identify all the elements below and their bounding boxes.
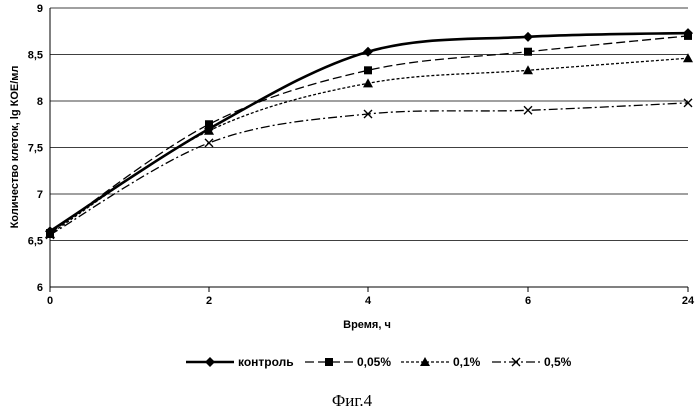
y-axis-title: Количество клеток, lg КОЕ/мл: [9, 66, 21, 229]
legend-label: контроль: [238, 355, 294, 369]
y-tick-label: 6,5: [28, 236, 43, 248]
x-tick-label: 0: [47, 295, 53, 307]
x-axis-title: Время, ч: [343, 319, 391, 331]
legend-label: 0,05%: [357, 355, 391, 369]
y-tick-label: 8,5: [28, 50, 43, 62]
data-point: [684, 32, 692, 40]
legend-label: 0,5%: [544, 355, 572, 369]
x-tick-label: 24: [682, 295, 695, 307]
y-tick-label: 8: [37, 96, 43, 108]
x-tick-label: 4: [365, 295, 372, 307]
data-point: [524, 48, 532, 56]
y-tick-label: 7: [37, 189, 43, 201]
y-tick-label: 9: [37, 3, 43, 15]
y-tick-label: 6: [37, 282, 43, 294]
data-point: [364, 66, 372, 74]
legend-marker: [325, 358, 333, 366]
x-tick-label: 2: [206, 295, 212, 307]
legend-label: 0,1%: [453, 355, 481, 369]
y-tick-label: 7,5: [28, 143, 43, 155]
figure-caption: Фиг.4: [332, 391, 373, 410]
x-tick-label: 6: [525, 295, 531, 307]
